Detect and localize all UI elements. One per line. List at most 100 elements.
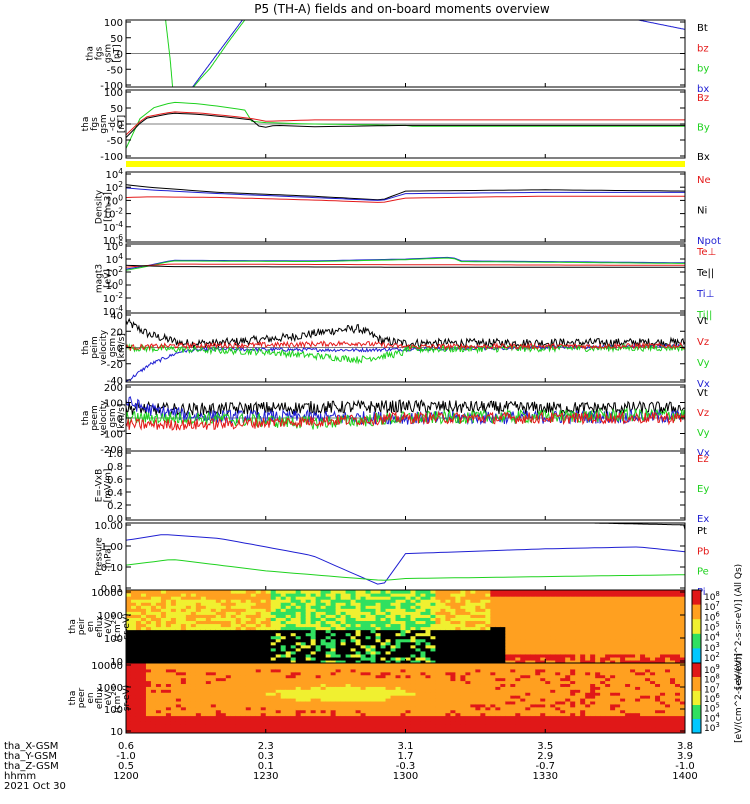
spectrogram-cell — [136, 590, 142, 594]
spectrogram-cell — [540, 590, 546, 594]
spectrogram-cell — [645, 590, 651, 594]
y-tick-label: 104 — [105, 252, 123, 266]
plot-area — [126, 663, 686, 734]
spectrogram-cell — [226, 590, 232, 594]
chart-title: P5 (TH-A) fields and on-board moments ov… — [254, 2, 550, 16]
spectrogram-cell — [445, 590, 451, 594]
y-axis-label: sr-eV) — [122, 613, 132, 639]
spectrogram-cell — [356, 590, 362, 594]
spectrogram-cell — [415, 663, 421, 667]
spectrogram-cell — [146, 590, 152, 594]
spectrogram-cell — [311, 663, 317, 667]
plot-area — [126, 102, 685, 148]
spectrogram-cell — [376, 590, 382, 594]
legend-entry: Npot — [697, 236, 721, 247]
spectrogram-cell — [211, 663, 217, 667]
spectrogram-cell — [206, 590, 212, 594]
spectrogram-cell — [361, 590, 367, 594]
legend-entry: Ex — [697, 514, 709, 525]
spectrogram-cell — [231, 590, 237, 594]
y-tick-label: 1.0 — [107, 449, 123, 460]
spectrogram-cell — [236, 663, 242, 667]
legend-entry: Te⊥ — [696, 247, 716, 258]
spectrogram-cell — [161, 663, 167, 667]
panel-frame — [126, 523, 685, 590]
legend-entry: Vy — [697, 358, 710, 369]
spectrogram-cell — [555, 590, 561, 594]
spectrogram-cell — [251, 590, 257, 594]
spectrogram-cell — [396, 663, 402, 667]
spectrogram-cell — [500, 590, 506, 594]
spectrogram-cell — [425, 663, 431, 667]
spectrogram-cell — [595, 590, 601, 594]
y-tick-label: 50 — [110, 34, 123, 45]
spectrogram-cell — [276, 590, 282, 594]
series-line-Pi — [126, 535, 685, 584]
y-axis-label: [nPa] — [104, 545, 114, 568]
spectrogram-cell — [201, 590, 207, 594]
spectrogram-cell — [565, 590, 571, 594]
series-line-Vt — [126, 319, 685, 347]
spectrogram-cell — [410, 663, 416, 667]
spectrogram-cell — [156, 663, 162, 667]
spectrogram-cell — [141, 663, 147, 667]
spectrogram-cell — [176, 663, 182, 667]
y-tick-label: -50 — [107, 65, 123, 76]
spectrogram-cell — [326, 663, 332, 667]
spectrogram-cell — [306, 590, 312, 594]
spectrogram-cell — [311, 590, 317, 594]
spectrogram-cell — [610, 590, 616, 594]
spectrogram-cell — [495, 590, 501, 594]
spectrogram-cell — [331, 663, 337, 667]
spectrogram-cell — [460, 663, 466, 667]
spectrogram-cell — [510, 590, 516, 594]
spectrogram-cell — [301, 663, 307, 667]
spectrogram-cell — [241, 590, 247, 594]
spectrogram-cell — [341, 663, 347, 667]
spectrogram-cell — [450, 663, 456, 667]
legend-entry: Ez — [697, 454, 709, 465]
spectrogram-cell — [156, 590, 162, 594]
spectrogram-cell — [391, 590, 397, 594]
spectrogram-cell — [630, 590, 636, 594]
spectrogram-cell — [351, 663, 357, 667]
legend-entry: by — [697, 64, 709, 75]
spectrogram-cell — [570, 590, 576, 594]
spectrogram-cell — [216, 663, 222, 667]
plot-area — [126, 319, 685, 383]
spectrogram-cell — [231, 663, 237, 667]
legend-entry: Pt — [697, 526, 707, 537]
spectrogram-cell — [420, 663, 426, 667]
legend-entry: By — [697, 122, 710, 133]
spectrogram-cell — [535, 590, 541, 594]
spectrogram-cell — [670, 590, 676, 594]
spectrogram-cell — [151, 663, 157, 667]
spectrogram-cell — [196, 663, 202, 667]
spectrogram-cell — [460, 590, 466, 594]
spectrogram-cell — [336, 663, 342, 667]
spectrogram-cell — [510, 663, 516, 667]
spectrogram-cell — [620, 590, 626, 594]
spectrogram-cell — [296, 663, 302, 667]
spectrogram-cell — [381, 590, 387, 594]
y-tick-label: 104 — [105, 167, 123, 181]
spectrogram-cell — [401, 663, 407, 667]
series-line-bx — [638, 20, 685, 29]
spectrogram-cell — [600, 590, 606, 594]
spectrogram-cell — [635, 590, 641, 594]
spectrogram-cell — [455, 663, 461, 667]
legend-entry: Vy — [697, 428, 710, 439]
legend-entry: Bt — [697, 23, 708, 34]
y-axis-label: [mV/m] — [104, 469, 114, 503]
spectrogram-cell — [435, 663, 441, 667]
spectrogram-cell — [445, 663, 451, 667]
spectrogram-cell — [391, 663, 397, 667]
y-tick-label: 106 — [105, 239, 123, 253]
spectrogram-cell — [505, 590, 511, 594]
legend-entry: Te|| — [696, 268, 714, 279]
spectrogram-cell — [371, 590, 377, 594]
